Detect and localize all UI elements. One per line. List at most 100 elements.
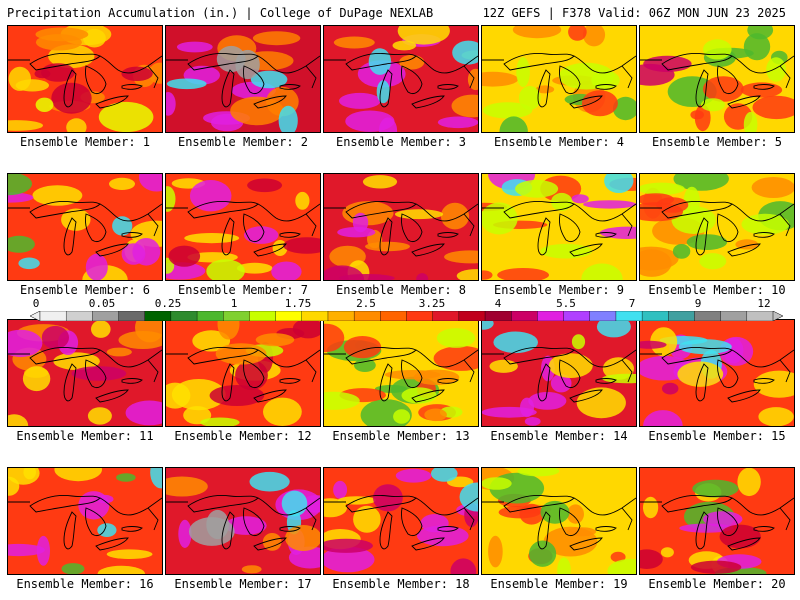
colorbar-swatch — [589, 311, 617, 321]
colorbar-swatch — [537, 311, 565, 321]
precip-blob — [66, 118, 87, 132]
great-lakes-outline — [166, 201, 320, 257]
precip-blob — [217, 320, 240, 340]
colorbar-swatch — [458, 311, 486, 321]
precip-blob — [241, 565, 262, 574]
great-lakes-outline — [166, 495, 320, 551]
precip-blob — [8, 329, 43, 358]
precip-blob — [230, 96, 284, 126]
precip-blob — [643, 410, 683, 426]
precip-blob — [109, 177, 135, 190]
great-lakes-outline — [640, 347, 794, 403]
precip-blob — [397, 26, 450, 45]
precip-blob — [752, 95, 794, 120]
precip-blob — [98, 101, 154, 132]
precip-blob — [206, 259, 245, 280]
precip-blob — [482, 71, 519, 87]
great-lakes-outline — [640, 495, 794, 551]
precip-blob — [189, 180, 232, 212]
precip-blob — [263, 397, 302, 426]
ensemble-member-map-15 — [639, 319, 795, 427]
precip-blob — [420, 514, 449, 533]
precip-blob — [692, 479, 739, 498]
precip-blob — [166, 382, 191, 409]
colorbar-tick-label: 9 — [694, 297, 702, 310]
precip-blob — [374, 384, 408, 393]
precip-blob — [416, 273, 429, 280]
ensemble-member-label: Ensemble Member: 3 — [335, 135, 467, 149]
precip-blob — [343, 336, 382, 359]
precip-blob — [540, 500, 570, 524]
precip-blob — [236, 262, 273, 274]
precip-blob — [393, 409, 411, 424]
precip-blob — [699, 253, 727, 270]
precip-blob — [337, 227, 376, 238]
precip-blob — [339, 92, 381, 109]
colorbar-swatch — [327, 311, 355, 321]
precip-blob — [694, 104, 711, 132]
great-lakes-outline — [8, 201, 162, 257]
ensemble-member-map-6 — [7, 173, 163, 281]
colorbar-tick-label: 1 — [230, 297, 238, 310]
precip-blob — [215, 343, 267, 365]
precip-blob — [640, 340, 667, 349]
great-lakes-outline — [482, 53, 636, 109]
precip-blob — [678, 339, 732, 355]
precip-blob — [599, 226, 636, 239]
ensemble-member-label: Ensemble Member: 8 — [335, 283, 467, 297]
precip-blob — [166, 92, 176, 116]
precip-blob — [18, 257, 40, 270]
colorbar-right-arrow — [772, 311, 783, 321]
precip-blob — [96, 494, 114, 504]
great-lakes-outline — [8, 495, 162, 551]
precip-blob — [192, 330, 231, 352]
precip-blob — [324, 323, 345, 353]
precip-blob — [116, 473, 136, 482]
precip-blob — [118, 331, 162, 349]
colorbar-tick-label: 7 — [628, 297, 636, 310]
ensemble-member-map-4 — [481, 25, 637, 133]
precip-blob — [482, 102, 533, 119]
precip-blob — [640, 182, 685, 195]
precip-blob — [51, 82, 92, 114]
precip-blob — [567, 504, 584, 524]
precip-blob — [281, 490, 308, 517]
colorbar-swatch — [275, 311, 303, 321]
precip-blob — [262, 533, 282, 551]
precip-blob — [456, 269, 478, 280]
colorbar-swatch — [615, 311, 643, 321]
precip-blob — [529, 540, 557, 567]
great-lakes-outline — [482, 201, 636, 257]
precip-blob — [643, 496, 659, 519]
ensemble-member-map-3 — [323, 25, 479, 133]
ensemble-member-label: Ensemble Member: 16 — [16, 577, 154, 591]
precip-blob — [23, 468, 36, 480]
colorbar-swatch — [668, 311, 696, 321]
colorbar-swatch — [223, 311, 251, 321]
ensemble-member-label: Ensemble Member: 7 — [177, 283, 309, 297]
ensemble-member-map-11 — [7, 319, 163, 427]
colorbar-swatch — [196, 311, 224, 321]
ensemble-member-map-16 — [7, 467, 163, 575]
colorbar-swatch — [694, 311, 722, 321]
precip-blob — [482, 320, 494, 330]
colorbar-swatch — [118, 311, 146, 321]
precip-blob — [702, 511, 743, 527]
precip-blob — [188, 517, 235, 546]
precip-blob — [132, 238, 161, 266]
ensemble-member-label: Ensemble Member: 20 — [648, 577, 786, 591]
precip-blob — [497, 268, 549, 280]
precip-blob — [558, 62, 615, 90]
ensemble-member-map-19 — [481, 467, 637, 575]
precip-blob — [271, 261, 302, 280]
colorbar-tick-label: 5.5 — [556, 297, 576, 310]
colorbar-swatch — [301, 311, 329, 321]
precip-blob — [106, 549, 153, 559]
colorbar-left-arrow — [30, 311, 41, 321]
precip-blob — [15, 79, 49, 92]
precip-blob — [85, 253, 108, 280]
precip-blob — [168, 245, 201, 267]
precip-blob — [166, 262, 206, 280]
precip-blob — [737, 468, 761, 497]
precip-blob — [702, 76, 744, 102]
